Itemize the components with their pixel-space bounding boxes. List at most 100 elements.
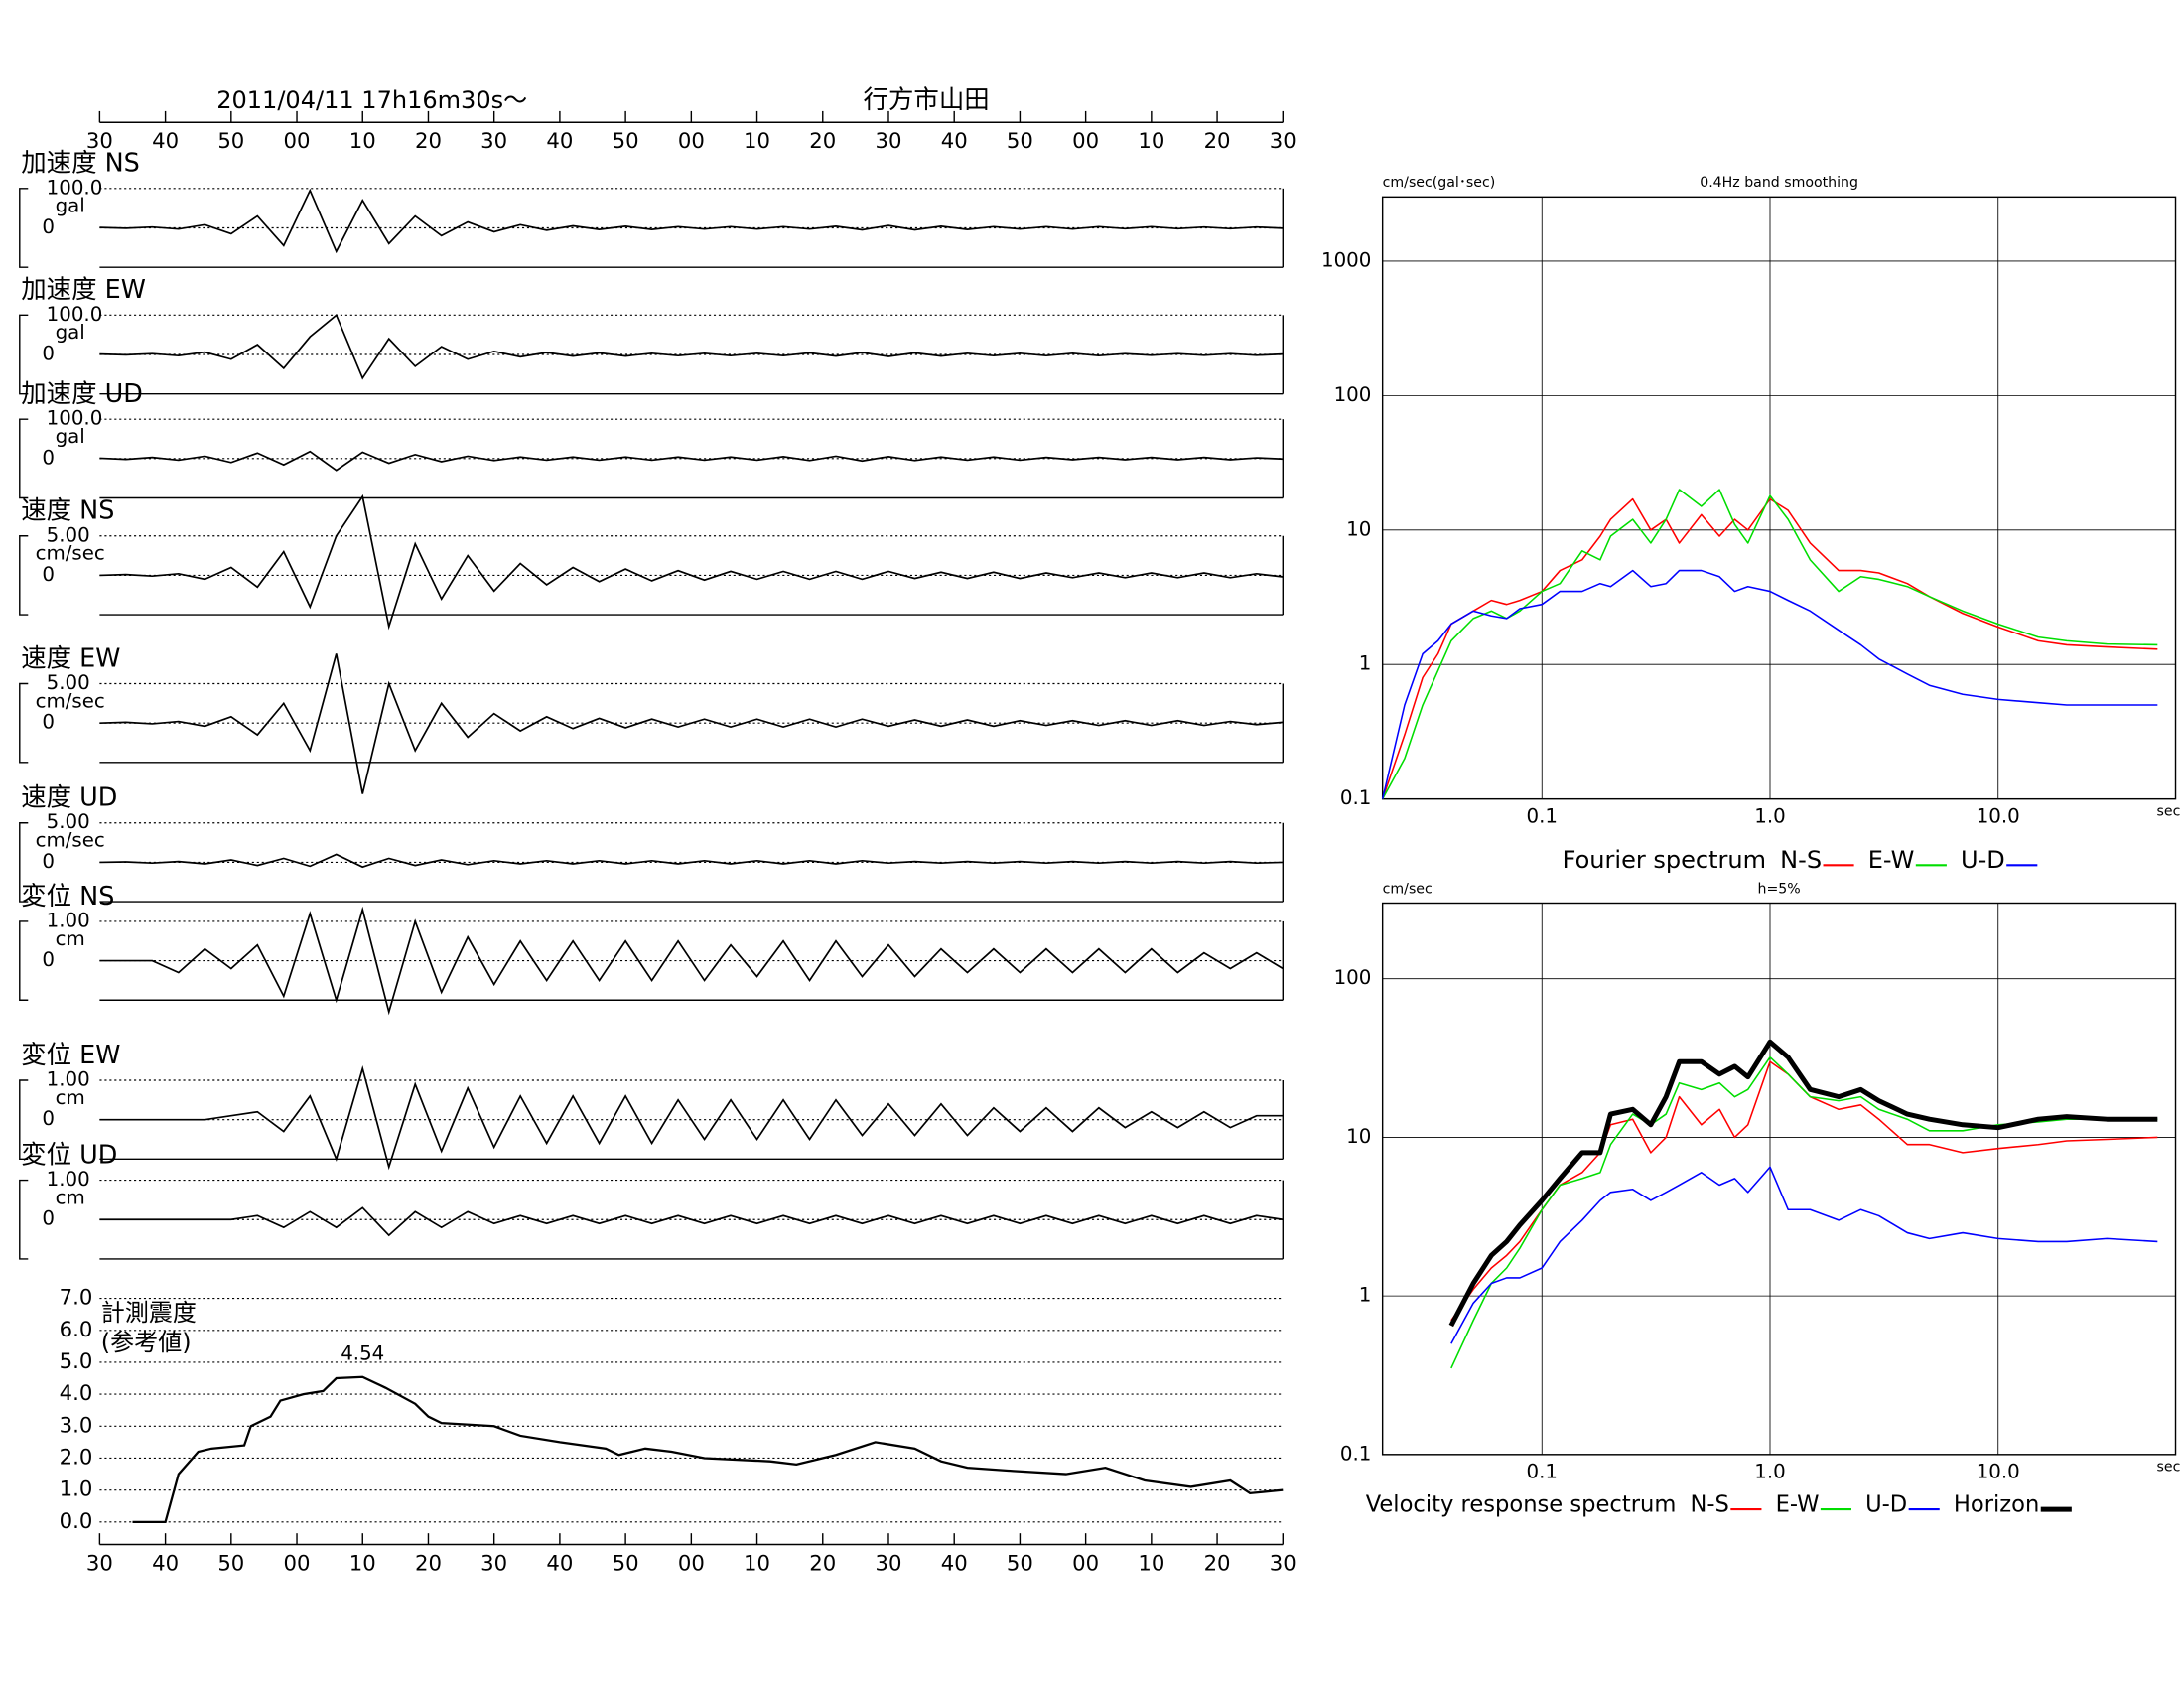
panel-unit: cm [56, 1086, 85, 1109]
y-tick-label: 1000 [1321, 248, 1371, 271]
y-tick-label: 0 [42, 215, 55, 238]
time-tick-label: 00 [1072, 129, 1099, 154]
y-tick-label: 0 [42, 1107, 55, 1130]
y-tick-label: 5.00 [47, 523, 90, 546]
time-tick-label: 20 [415, 129, 442, 154]
time-tick-label: 30 [86, 1551, 113, 1576]
y-tick-label: 1.00 [47, 1168, 90, 1191]
time-tick-label: 10 [1138, 1551, 1164, 1576]
waveform-trace [99, 653, 1284, 794]
time-tick-label: 00 [284, 129, 311, 154]
time-tick-label: 30 [875, 129, 901, 154]
y-tick-label: 3.0 [60, 1413, 93, 1438]
spectrum-line [1450, 1055, 2158, 1369]
panel-unit: gal [56, 425, 85, 448]
x-tick-label: 1.0 [1754, 1461, 1785, 1483]
time-tick-label: 50 [613, 1551, 639, 1576]
y-tick-label: 10 [1346, 517, 1371, 540]
time-tick-label: 00 [678, 129, 705, 154]
time-tick-label: 30 [480, 129, 507, 154]
chart-subtitle: 0.4Hz band smoothing [1700, 175, 1858, 191]
y-tick-label: 100.0 [47, 407, 103, 430]
plot-frame [1381, 196, 2177, 800]
panel-bracket [19, 1079, 29, 1161]
spectrum-line [1450, 1166, 2158, 1344]
legend-label: N-S [1691, 1491, 1729, 1517]
legend-title: Velocity response spectrum [1366, 1491, 1677, 1517]
chart-subtitle: h=5% [1757, 881, 1800, 897]
time-tick-label: 10 [349, 1551, 376, 1576]
legend-label: E-W [1776, 1491, 1820, 1517]
panel-bracket [19, 822, 29, 903]
time-tick-label: 40 [546, 1551, 573, 1576]
chart-label: 計測震度 [101, 1299, 197, 1327]
y-axis-label: cm/sec(gal･sec) [1383, 175, 1496, 191]
panel-unit: gal [56, 195, 85, 217]
x-tick-label: 10.0 [1977, 805, 2020, 828]
spectrum-line [1381, 569, 2158, 799]
time-tick-label: 40 [941, 129, 968, 154]
station-name: 行方市山田 [864, 85, 990, 115]
time-tick-label: 50 [613, 129, 639, 154]
y-tick-label: 4.0 [60, 1381, 93, 1406]
time-tick-label: 30 [480, 1551, 507, 1576]
panel-bracket [19, 1179, 29, 1260]
panel-bracket [19, 920, 29, 1001]
y-tick-label: 0 [42, 850, 55, 873]
waveform-trace [99, 853, 1284, 869]
peak-label: 4.54 [341, 1342, 384, 1365]
y-tick-label: 7.0 [60, 1286, 93, 1311]
legend-title: Fourier spectrum [1563, 846, 1766, 874]
panel-bracket [19, 682, 29, 764]
x-tick-label: 1.0 [1754, 805, 1785, 828]
time-tick-label: 20 [809, 129, 836, 154]
panel-label: 変位 UD [21, 1140, 117, 1170]
legend-label: E-W [1868, 846, 1915, 874]
record-title: 2011/04/11 17h16m30s～ [216, 86, 527, 114]
time-tick-label: 10 [744, 129, 770, 154]
x-tick-label: 0.1 [1527, 805, 1558, 828]
waveform-trace [99, 906, 1284, 1016]
plot-frame [1381, 902, 2177, 1456]
y-tick-label: 5.0 [60, 1349, 93, 1374]
time-tick-label: 30 [1270, 129, 1297, 154]
spectrum-line [1448, 1039, 2158, 1328]
panel-bracket [19, 188, 29, 268]
time-tick-label: 00 [1072, 1551, 1099, 1576]
panel-bracket [19, 535, 29, 616]
time-tick-label: 40 [152, 129, 179, 154]
time-tick-label: 50 [217, 1551, 244, 1576]
y-tick-label: 1 [1359, 1284, 1372, 1307]
panel-label: 速度 NS [21, 496, 114, 526]
waveform-trace [99, 313, 1284, 380]
y-tick-label: 2.0 [60, 1445, 93, 1470]
y-tick-label: 1.00 [47, 909, 90, 931]
waveform-trace [99, 450, 1284, 472]
panel-label: 変位 NS [21, 882, 114, 912]
y-tick-label: 100.0 [47, 303, 103, 326]
legend-label: U-D [1865, 1491, 1907, 1517]
panel-unit: gal [56, 321, 85, 344]
y-tick-label: 6.0 [60, 1318, 93, 1342]
waveform-trace [99, 493, 1284, 631]
y-tick-label: 1.0 [60, 1477, 93, 1502]
time-tick-label: 00 [284, 1551, 311, 1576]
time-tick-label: 40 [546, 129, 573, 154]
y-tick-label: 5.00 [47, 671, 90, 694]
y-tick-label: 1 [1359, 652, 1372, 675]
legend-label: Horizon [1954, 1491, 2039, 1517]
y-tick-label: 0 [42, 563, 55, 586]
time-tick-label: 30 [86, 129, 113, 154]
y-tick-label: 0 [42, 1207, 55, 1230]
time-tick-label: 20 [1204, 129, 1231, 154]
x-tick-label: 10.0 [1977, 1461, 2020, 1483]
panel-label: 加速度 UD [21, 379, 143, 409]
x-axis-label: sec [2157, 1460, 2181, 1476]
time-tick-label: 40 [941, 1551, 968, 1576]
panel-label: 加速度 EW [21, 275, 146, 305]
time-tick-label: 20 [415, 1551, 442, 1576]
y-tick-label: 100.0 [47, 176, 103, 199]
intensity-line [132, 1375, 1284, 1523]
x-axis-label: sec [2157, 803, 2181, 819]
